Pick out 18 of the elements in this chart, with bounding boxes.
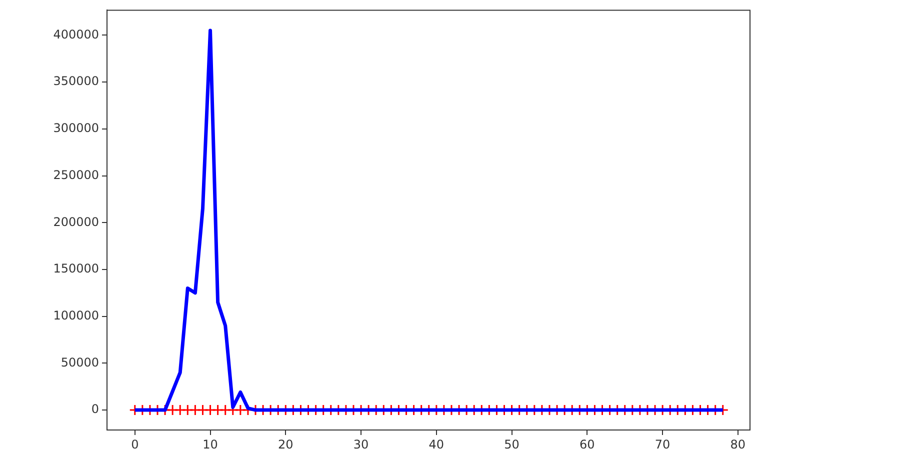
x-tick-label: 20 xyxy=(278,437,294,452)
y-tick-label: 200000 xyxy=(53,214,99,229)
y-tick-label: 400000 xyxy=(53,27,99,42)
y-tick-label: 350000 xyxy=(53,74,99,88)
y-tick-label: 150000 xyxy=(53,262,99,276)
x-tick-label: 50 xyxy=(504,437,520,452)
x-tick-label: 80 xyxy=(730,437,746,452)
x-tick-label: 10 xyxy=(202,437,218,452)
y-tick-label: 250000 xyxy=(53,168,99,182)
y-tick-label: 50000 xyxy=(60,355,99,370)
x-tick-label: 70 xyxy=(654,437,670,452)
x-tick-label: 0 xyxy=(131,437,139,452)
x-tick-label: 60 xyxy=(580,437,595,452)
y-tick-label: 100000 xyxy=(53,308,99,322)
y-tick-label: 300000 xyxy=(53,121,99,136)
x-tick-label: 30 xyxy=(353,437,369,452)
y-tick-label: 0 xyxy=(91,402,99,416)
x-tick-label: 40 xyxy=(428,437,444,452)
